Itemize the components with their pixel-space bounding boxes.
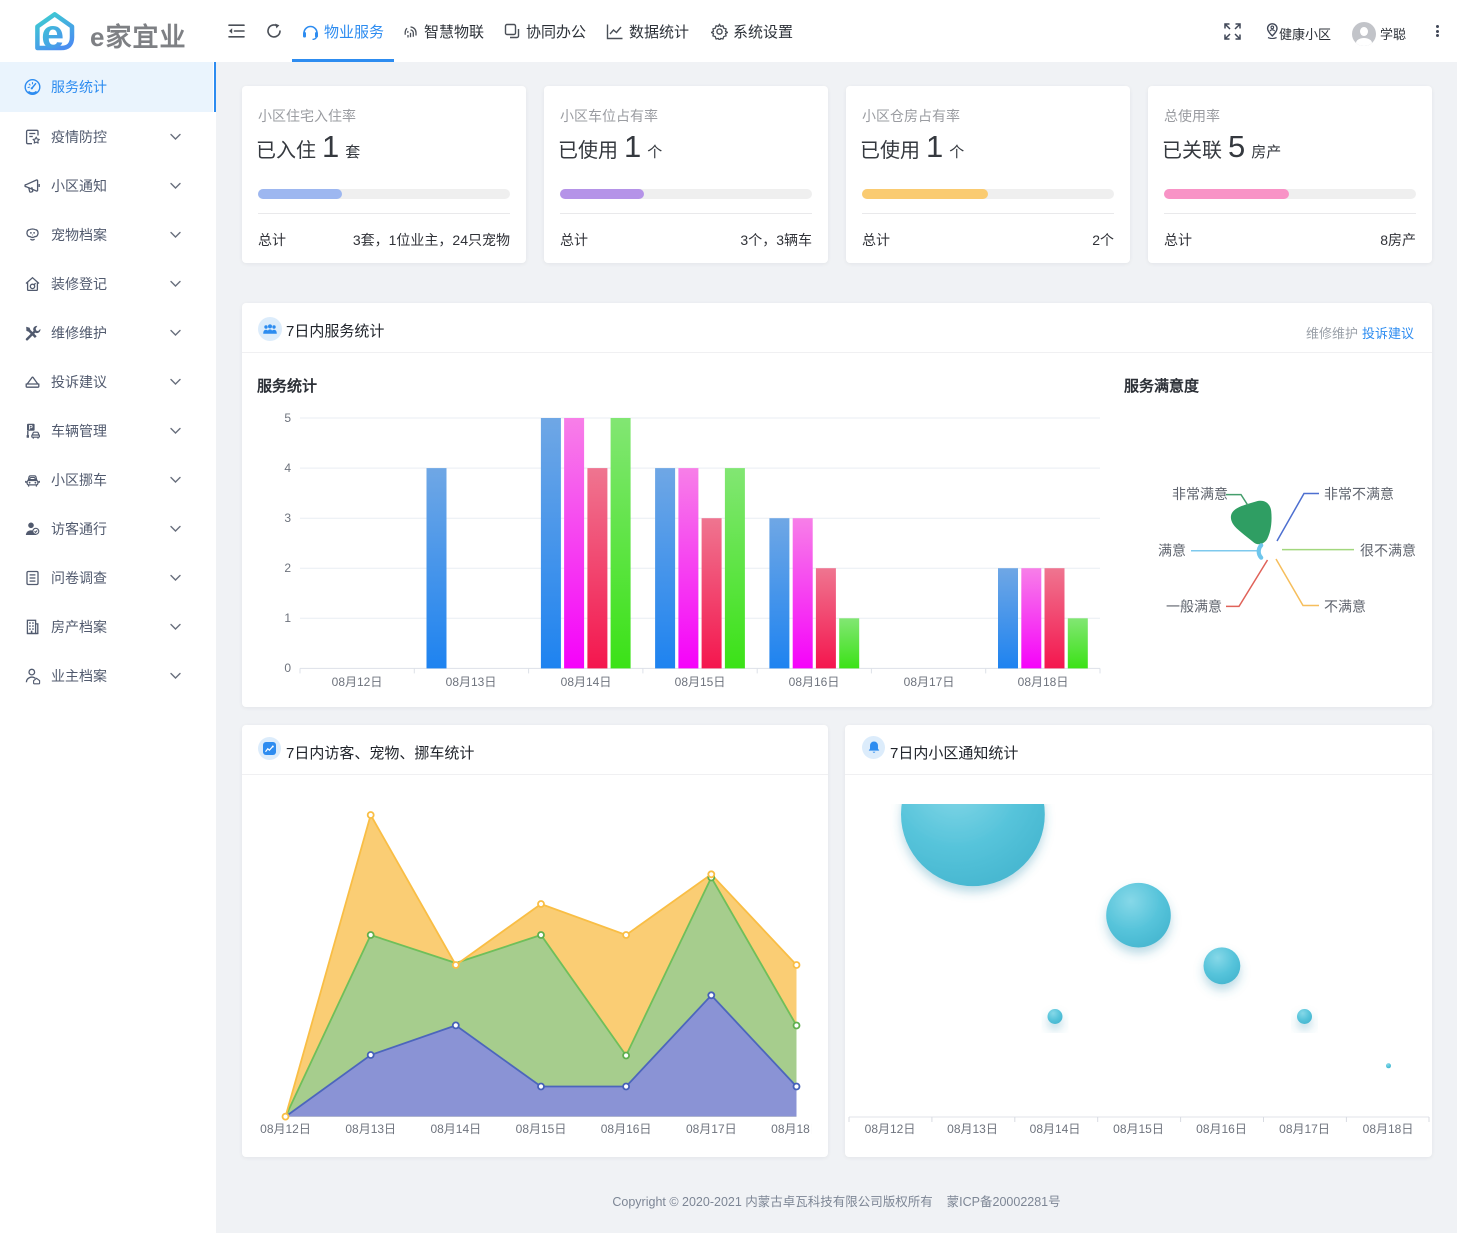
svg-text:一般满意: 一般满意 — [1166, 599, 1222, 615]
svg-text:08月12日: 08月12日 — [332, 675, 383, 689]
svg-text:08月13日: 08月13日 — [446, 675, 497, 689]
svg-text:3: 3 — [284, 511, 291, 525]
svg-text:1: 1 — [284, 611, 291, 625]
svg-text:5: 5 — [284, 411, 291, 425]
svg-text:08月15日: 08月15日 — [675, 675, 726, 689]
svg-text:08月15日: 08月15日 — [1113, 1122, 1164, 1136]
svg-text:08月17日: 08月17日 — [686, 1122, 737, 1136]
svg-text:2: 2 — [284, 561, 291, 575]
svg-text:08月16日: 08月16日 — [1196, 1122, 1247, 1136]
svg-text:08月14日: 08月14日 — [1030, 1122, 1081, 1136]
svg-text:很不满意: 很不满意 — [1360, 543, 1416, 559]
svg-text:08月18日: 08月18日 — [1363, 1122, 1414, 1136]
svg-text:08月14日: 08月14日 — [561, 675, 612, 689]
svg-text:08月16日: 08月16日 — [789, 675, 840, 689]
svg-text:0: 0 — [284, 661, 291, 675]
svg-text:满意: 满意 — [1158, 543, 1186, 559]
svg-text:08月16日: 08月16日 — [601, 1122, 652, 1136]
svg-text:非常满意: 非常满意 — [1172, 486, 1228, 502]
svg-text:不满意: 不满意 — [1324, 599, 1366, 615]
svg-text:08月18日: 08月18日 — [1018, 675, 1069, 689]
svg-text:08月13日: 08月13日 — [947, 1122, 998, 1136]
svg-text:4: 4 — [284, 461, 291, 475]
svg-text:非常不满意: 非常不满意 — [1324, 486, 1394, 502]
svg-text:08月14日: 08月14日 — [430, 1122, 481, 1136]
svg-text:08月13日: 08月13日 — [345, 1122, 396, 1136]
svg-text:08月12日: 08月12日 — [260, 1122, 311, 1136]
svg-text:08月17日: 08月17日 — [1279, 1122, 1330, 1136]
svg-text:08月17日: 08月17日 — [904, 675, 955, 689]
svg-text:08月18日: 08月18日 — [771, 1122, 812, 1136]
svg-text:e: e — [41, 12, 64, 51]
svg-text:08月15日: 08月15日 — [516, 1122, 567, 1136]
svg-text:08月12日: 08月12日 — [865, 1122, 916, 1136]
svg-text:P: P — [29, 425, 33, 431]
